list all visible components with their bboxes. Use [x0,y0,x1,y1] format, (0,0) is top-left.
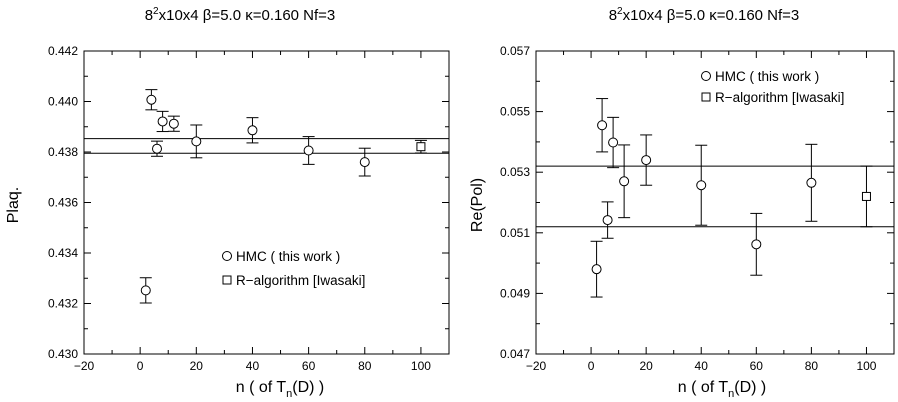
x-tick-label: 40 [246,359,260,373]
data-point-square [416,142,426,152]
data-point-circle [191,136,202,147]
left-legend-hmc-label: HMC ( this work ) [236,249,340,264]
x-tick-label: 80 [805,359,819,373]
data-point-square [861,191,871,201]
left-legend-square-marker [222,275,232,285]
right-data-points [590,98,873,298]
y-tick-label: 0.442 [48,44,78,58]
left-legend-circle-marker [222,251,232,261]
x-tick-label: 80 [358,359,372,373]
y-tick-label: 0.051 [500,226,530,240]
right-y-axis-label: Re(Pol) [469,178,486,232]
right-legend: HMC ( this work ) R−algorithm [Iwasaki] [701,69,844,105]
right-legend-hmc-label: HMC ( this work ) [715,69,819,84]
data-point-circle [591,264,602,275]
data-point-circle [751,239,762,250]
right-title: 82x10x4 β=5.0 κ=0.160 Nf=3 [609,6,800,24]
x-tick-label: 0 [137,359,144,373]
y-tick-label: 0.438 [48,145,78,159]
left-legend-ralgo-label: R−algorithm [Iwasaki] [236,273,365,288]
data-point-circle [641,155,652,166]
y-tick-label: 0.053 [500,165,530,179]
right-legend-square-marker [701,92,711,102]
left-plot-frame [83,50,450,355]
x-tick-label: 60 [302,359,316,373]
left-x-tick-labels: −20 0 20 40 60 80 100 [74,359,431,373]
data-point-circle [146,94,157,105]
right-reference-lines [536,165,894,228]
y-tick-label: 0.432 [48,297,78,311]
y-tick-label: 0.430 [48,347,78,361]
data-point-circle [247,125,258,136]
data-point-circle [168,118,179,129]
left-reference-lines [84,138,449,154]
x-tick-label: −20 [74,359,95,373]
data-point-circle [696,180,707,191]
x-tick-label: 20 [190,359,204,373]
data-point-circle [619,176,630,187]
y-tick-label: 0.440 [48,95,78,109]
x-tick-label: 0 [588,359,595,373]
y-tick-label: 0.049 [500,286,530,300]
right-legend-ralgo-label: R−algorithm [Iwasaki] [715,90,844,105]
y-tick-label: 0.057 [500,44,530,58]
data-point-circle [597,120,608,131]
data-point-circle [602,215,613,226]
left-title: 82x10x4 β=5.0 κ=0.160 Nf=3 [145,6,336,24]
right-panel: 82x10x4 β=5.0 κ=0.160 Nf=3 −20 0 20 40 60 80 1… [469,6,895,400]
right-x-axis-label: n ( of Tn(D) ) [678,379,767,400]
left-axis-ticks [83,50,450,355]
right-x-tick-labels: −20 0 20 40 60 80 100 [526,359,877,373]
left-panel: 82x10x4 β=5.0 κ=0.160 Nf=3 −20 0 20 40 60 80 1… [5,6,450,400]
x-tick-label: 100 [411,359,431,373]
data-point-circle [359,157,370,168]
right-y-tick-labels: 0.047 0.049 0.051 0.053 0.055 0.057 [500,44,530,361]
left-legend: HMC ( this work ) R−algorithm [Iwasaki] [222,249,365,288]
y-tick-label: 0.434 [48,246,78,260]
left-data-points [139,89,427,304]
data-point-circle [303,145,314,156]
x-tick-label: −20 [526,359,547,373]
right-axis-ticks [535,50,895,355]
data-point-circle [140,285,151,296]
left-y-tick-labels: 0.430 0.432 0.434 0.436 0.438 0.440 0.442 [48,44,78,361]
y-tick-label: 0.055 [500,105,530,119]
x-tick-label: 60 [750,359,764,373]
right-legend-circle-marker [701,71,711,81]
data-point-circle [806,177,817,188]
data-point-circle [608,137,619,148]
y-tick-label: 0.436 [48,196,78,210]
data-point-circle [152,143,162,154]
data-point-circle [157,116,168,127]
left-y-axis-label: Plaq. [5,187,22,223]
x-tick-label: 100 [856,359,876,373]
left-x-axis-label: n ( of Tn(D) ) [236,379,325,400]
x-tick-label: 40 [695,359,709,373]
x-tick-label: 20 [639,359,653,373]
y-tick-label: 0.047 [500,347,530,361]
